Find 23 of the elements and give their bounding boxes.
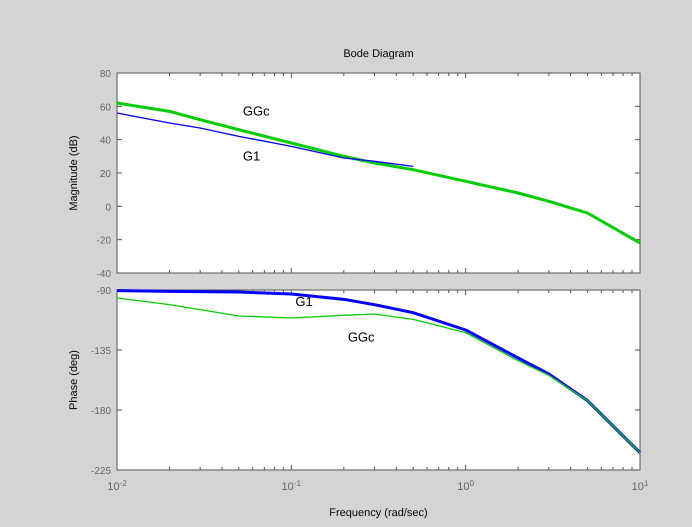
y-tick-label: -135	[90, 346, 112, 357]
x-tick-label: 10$^{-1}$	[282, 478, 302, 493]
y-tick-label: -90	[96, 286, 112, 297]
y-tick-label: 80	[100, 69, 112, 80]
y-tick-label: -225	[90, 466, 112, 477]
series-label: GGc	[348, 329, 376, 344]
y-tick-label: -40	[96, 269, 112, 280]
x-tick-label: 10$^{1}$	[632, 478, 649, 493]
series-label: G1	[295, 294, 313, 309]
y-tick-label: -20	[96, 236, 112, 247]
y-axis-title: Phase (deg)	[68, 350, 80, 410]
y-tick-label: 40	[100, 136, 112, 147]
y-tick-label: -180	[90, 406, 112, 417]
y-axis-title: Magnitude (dB)	[68, 135, 80, 211]
y-tick-label: 60	[100, 102, 112, 114]
x-tick-label: 10$^{-2}$	[107, 478, 128, 493]
series-label: GGc	[242, 104, 270, 119]
x-tick-label: 10$^{0}$	[457, 478, 474, 493]
chart-title: Bode Diagram	[343, 48, 414, 60]
y-tick-label: 0	[105, 202, 112, 214]
series-label: G1	[242, 148, 260, 164]
x-axis-title: Frequency (rad/sec)	[329, 507, 428, 519]
y-tick-label: 20	[100, 169, 112, 180]
